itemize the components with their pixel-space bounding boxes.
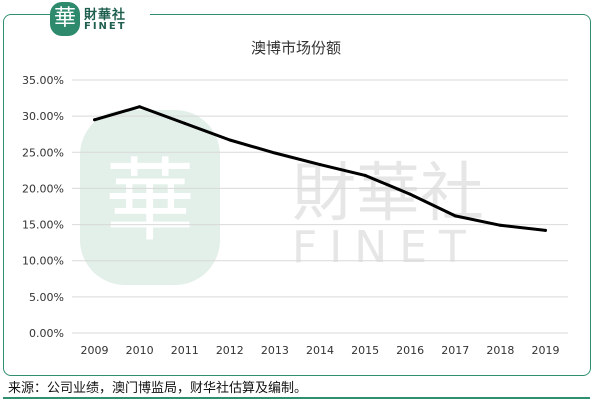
finet-logo: 華 財華社 FINET [50,2,150,42]
source-divider [3,397,590,399]
data-point [408,192,412,196]
x-tick-label: 2009 [81,344,109,357]
x-tick-label: 2010 [126,344,154,357]
watermark-badge-char: 華 [105,149,195,254]
watermark-name-en: FINET [292,222,478,273]
y-axis-ticks: 0.00% 5.00% 10.00% 15.00% 20.00% 25.00% 30.00%… [22,74,64,340]
watermark-name-cn: 財華社 [292,157,484,231]
y-tick-label: 0.00% [29,327,64,340]
data-point [183,121,187,125]
y-tick-label: 5.00% [29,291,64,304]
source-note: 来源：公司业绩，澳门博监局，财华社估算及编制。 [8,381,308,396]
x-tick-label: 2017 [441,344,469,357]
x-tick-label: 2015 [351,344,379,357]
data-point [453,214,457,218]
x-tick-label: 2018 [486,344,514,357]
y-tick-label: 25.00% [22,146,64,159]
data-point [138,105,142,109]
data-point [93,118,97,122]
y-tick-label: 20.00% [22,182,64,195]
watermark: 華 財華社 FINET [80,110,484,285]
logo-badge: 華 [50,2,80,36]
x-axis-ticks: 2009 2010 2011 2012 2013 2014 2015 2016 2017 2018… [81,344,560,357]
data-point [318,163,322,167]
x-tick-label: 2019 [531,344,559,357]
series-group [93,105,547,232]
data-point [498,223,502,227]
data-point [273,151,277,155]
data-point [363,173,367,177]
y-tick-label: 35.00% [22,74,64,87]
x-tick-label: 2011 [171,344,199,357]
chart-title: 澳博市场份额 [251,39,341,57]
x-tick-label: 2013 [261,344,289,357]
logo-name-cn: 財華社 [84,8,127,23]
data-point [543,228,547,232]
data-point [228,138,232,142]
y-tick-label: 10.00% [22,255,64,268]
x-tick-label: 2012 [216,344,244,357]
grid-lines [72,79,568,334]
x-tick-label: 2014 [306,344,334,357]
x-tick-label: 2016 [396,344,424,357]
y-tick-label: 30.00% [22,110,64,123]
y-tick-label: 15.00% [22,219,64,232]
logo-name-en: FINET [84,21,127,32]
